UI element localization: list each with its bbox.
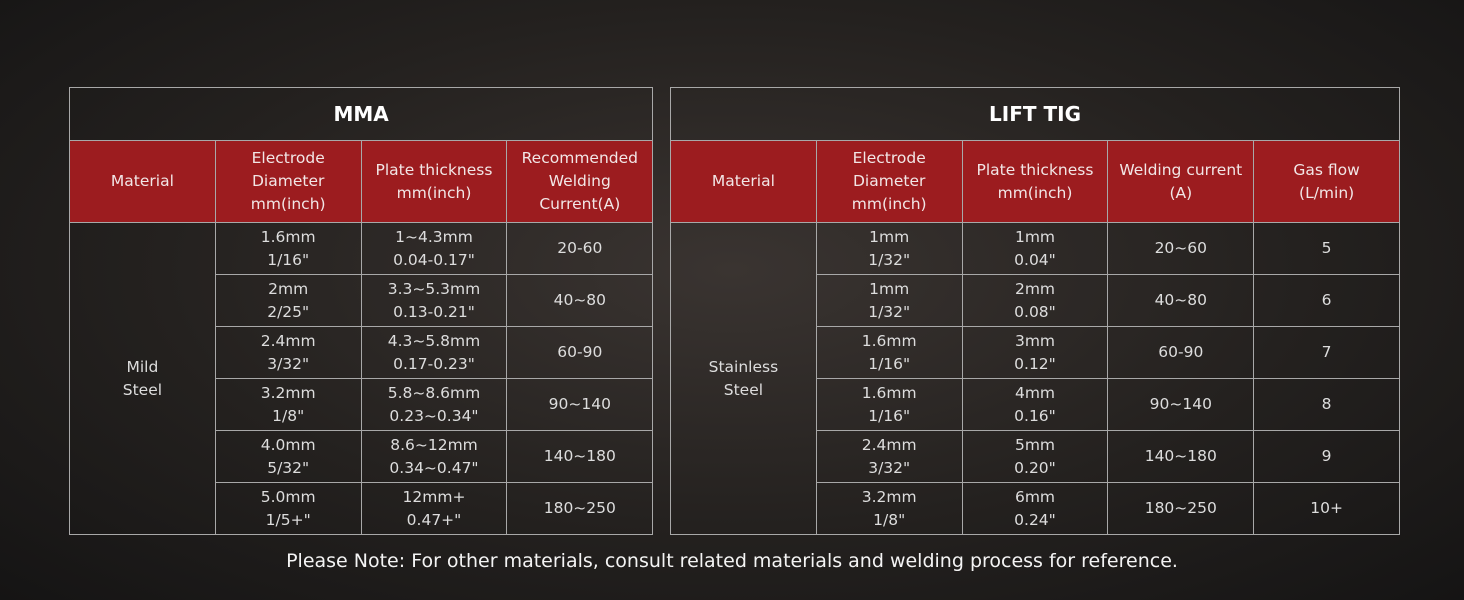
body-cell: 1mm 1/32" xyxy=(815,222,963,275)
body-cell: 6mm 0.24" xyxy=(961,482,1109,535)
body-cell: 1.6mm 1/16" xyxy=(815,378,963,431)
body-cell: 1~4.3mm 0.04-0.17" xyxy=(360,222,508,275)
body-cell: 4.0mm 5/32" xyxy=(214,430,362,483)
body-cell: 7 xyxy=(1253,326,1401,379)
body-cell: 5mm 0.20" xyxy=(961,430,1109,483)
body-cell: 2mm 0.08" xyxy=(961,274,1109,327)
material-cell: Mild Steel xyxy=(69,222,216,535)
body-cell: 8 xyxy=(1253,378,1401,431)
header-cell: Recommended Welding Current(A) xyxy=(506,140,654,223)
body-cell: 60-90 xyxy=(1107,326,1255,379)
body-row: Stainless Steel 1mm 1/32" 1mm 0.04" 20~60 5 xyxy=(670,222,1401,535)
body-row: 2mm 2/25" 3.3~5.3mm 0.13-0.21" 40~80 xyxy=(70,274,654,327)
body-cell: 140~180 xyxy=(1107,430,1255,483)
body-cell: 5 xyxy=(1253,222,1401,275)
body-cell: 8.6~12mm 0.34~0.47" xyxy=(360,430,508,483)
spec-table: LIFT TIG Material Electrode Diameter mm(in… xyxy=(669,87,1401,535)
body-cell: 40~80 xyxy=(506,274,654,327)
body-cell: 4.3~5.8mm 0.17-0.23" xyxy=(360,326,508,379)
body-cell: 10+ xyxy=(1253,482,1401,535)
body-cell: 90~140 xyxy=(506,378,654,431)
header-cell: Material xyxy=(670,140,817,223)
body-cell: 2.4mm 3/32" xyxy=(214,326,362,379)
body-cell: 180~250 xyxy=(506,482,654,535)
body-cell: 40~80 xyxy=(1107,274,1255,327)
table-title: LIFT TIG xyxy=(669,87,1401,141)
body-row: 3.2mm 1/8" 6mm 0.24" 180~250 10+ xyxy=(671,482,1401,535)
header-cell: Material xyxy=(69,140,216,223)
body-cell: 5.0mm 1/5+" xyxy=(214,482,362,535)
title-row: LIFT TIG xyxy=(669,87,1401,141)
body-cell: 1mm 0.04" xyxy=(961,222,1109,275)
body-row: Mild Steel 1.6mm 1/16" 1~4.3mm 0.04-0.17" 2… xyxy=(69,222,654,535)
body-cell: 180~250 xyxy=(1107,482,1255,535)
body-cell: 1mm 1/32" xyxy=(815,274,963,327)
body-cell: 4mm 0.16" xyxy=(961,378,1109,431)
body-row: 1.6mm 1/16" 4mm 0.16" 90~140 8 xyxy=(671,378,1401,431)
note: Please Note: For other materials, consul… xyxy=(286,550,1178,572)
header-cell: Gas flow (L/min) xyxy=(1253,140,1401,223)
body-cell: 3.2mm 1/8" xyxy=(815,482,963,535)
body-cell: 12mm+ 0.47+" xyxy=(360,482,508,535)
body-cell: 90~140 xyxy=(1107,378,1255,431)
body-cell: 3mm 0.12" xyxy=(961,326,1109,379)
body-cell: 3.3~5.3mm 0.13-0.21" xyxy=(360,274,508,327)
header-cell: Electrode Diameter mm(inch) xyxy=(214,140,362,223)
title-row: MMA xyxy=(68,87,654,141)
body-cell: 60-90 xyxy=(506,326,654,379)
header-cell: Plate thickness mm(inch) xyxy=(360,140,508,223)
table-title: MMA xyxy=(68,87,654,141)
header-cell: Welding current (A) xyxy=(1107,140,1255,223)
body-cell: 20-60 xyxy=(506,222,654,275)
body-cell: 2mm 2/25" xyxy=(214,274,362,327)
body-cell: 2.4mm 3/32" xyxy=(815,430,963,483)
body-cell: 9 xyxy=(1253,430,1401,483)
header-row: Material Electrode Diameter mm(inch) Plate… xyxy=(670,140,1401,223)
body-cell: 1.6mm 1/16" xyxy=(214,222,362,275)
material-cell: Stainless Steel xyxy=(670,222,817,535)
body-row: 3.2mm 1/8" 5.8~8.6mm 0.23~0.34" 90~140 xyxy=(70,378,654,431)
header-row: Material Electrode Diameter mm(inch) Plate… xyxy=(69,140,654,223)
header-cell: Electrode Diameter mm(inch) xyxy=(815,140,963,223)
spec-table: MMA Material Electrode Diameter mm(inch) Pl… xyxy=(68,87,654,535)
body-cell: 6 xyxy=(1253,274,1401,327)
body-cell: 140~180 xyxy=(506,430,654,483)
body-cell: 1.6mm 1/16" xyxy=(815,326,963,379)
body-cell: 20~60 xyxy=(1107,222,1255,275)
body-row: 2.4mm 3/32" 5mm 0.20" 140~180 9 xyxy=(671,430,1401,483)
body-cell: 5.8~8.6mm 0.23~0.34" xyxy=(360,378,508,431)
body-row: 1mm 1/32" 2mm 0.08" 40~80 6 xyxy=(671,274,1401,327)
body-cell: 3.2mm 1/8" xyxy=(214,378,362,431)
header-cell: Plate thickness mm(inch) xyxy=(961,140,1109,223)
body-row: 5.0mm 1/5+" 12mm+ 0.47+" 180~250 xyxy=(70,482,654,535)
body-row: 4.0mm 5/32" 8.6~12mm 0.34~0.47" 140~180 xyxy=(70,430,654,483)
